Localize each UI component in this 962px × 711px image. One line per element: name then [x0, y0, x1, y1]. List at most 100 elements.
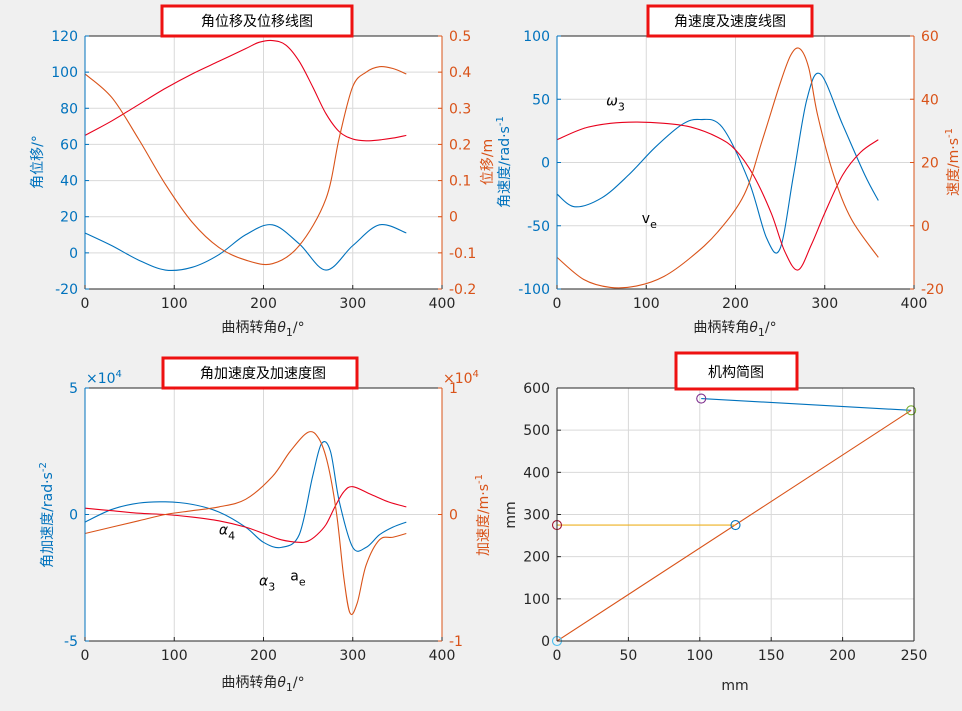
y-tick-label-right: 0: [921, 219, 930, 235]
series-line-orange: [84, 66, 407, 266]
y-tick-label-right: 20: [921, 156, 939, 172]
y-axis-label-right: 位移/m: [480, 139, 496, 185]
y-tick-label-left: 120: [51, 29, 78, 45]
data-lines: [84, 431, 407, 616]
x-tick-label: 100: [686, 648, 713, 664]
x-tick-label: 250: [901, 648, 928, 664]
grid-lines: [557, 388, 914, 641]
y-axis-label-right: 速度/m·s-1: [944, 128, 962, 196]
annotation-label: α4: [219, 523, 235, 543]
left-exponent-label: ×104: [86, 369, 122, 387]
y-tick-label-right: -0.1: [449, 246, 476, 262]
y-tick-label-left: 100: [523, 592, 550, 608]
y-tick-label-right: 0.2: [449, 137, 471, 153]
joint-marker-blue: [730, 519, 741, 531]
y-axis-label: mm: [503, 501, 519, 528]
x-tick-label: 150: [758, 648, 785, 664]
y-tick-label-left: 0: [541, 634, 550, 650]
series-line-blue: [556, 72, 879, 254]
joint-marker-purple: [696, 393, 707, 404]
y-tick-label-left: 50: [532, 92, 550, 108]
series-line-orange: [556, 47, 879, 289]
y-tick-label-right: 1: [449, 381, 458, 397]
data-lines: [551, 393, 917, 647]
tick-labels: 0 50 100 150 200 250 0 100 200 300 400 500 600: [523, 381, 927, 664]
joint-marker-green: [906, 405, 917, 416]
annotation-label: ω3: [606, 94, 625, 114]
x-tick-label: 0: [553, 296, 562, 312]
data-lines: [84, 39, 407, 272]
chart-title: 机构简图: [708, 364, 764, 381]
y-tick-label-left: -50: [527, 219, 550, 235]
y-tick-label-left: 100: [51, 65, 78, 81]
link-segment-orange: [556, 409, 912, 642]
annotation-label: ve: [642, 211, 657, 231]
y-tick-label-left: 40: [60, 174, 78, 190]
y-tick-label-left: 300: [523, 508, 550, 524]
grid-lines: [85, 388, 442, 641]
tick-labels: 0 100 200 300 400-20020406080100120-0.2-0.10…: [51, 29, 476, 312]
chart-title: 角速度及速度线图: [674, 14, 786, 30]
x-tick-label: 300: [339, 648, 366, 664]
series-line-blue: [84, 223, 407, 272]
series-line-red: [84, 39, 407, 142]
series-line-red: [556, 121, 879, 271]
y-tick-label-left: 5: [69, 381, 78, 397]
chart-title: 角加速度及加速度图: [200, 366, 326, 382]
y-axis-label-left: 角速度/rad·s-1: [495, 116, 513, 208]
y-tick-label-right: 0: [449, 508, 458, 524]
tick-labels: 0 100 200 300 400-505-101: [64, 381, 463, 664]
x-tick-label: 100: [161, 296, 188, 312]
x-tick-label: 200: [722, 296, 749, 312]
title-box: 机构简图: [674, 351, 799, 391]
y-tick-label-right: 0.1: [449, 174, 471, 190]
x-tick-label: 100: [633, 296, 660, 312]
y-tick-label-right: 40: [921, 92, 939, 108]
y-tick-label-left: 100: [523, 29, 550, 45]
x-axis-label: 曲柄转角θ1/°: [221, 320, 304, 339]
link-segment-blue: [701, 397, 912, 411]
chart-angular-velocity: 0 100 200 300 400 -100 -50 0 50 100 -20 0 20 40 60 ω3 v…: [495, 4, 962, 339]
title-box: 角加速度及加速度图: [161, 356, 359, 390]
grid-lines: [557, 36, 914, 289]
y-tick-label-left: 60: [60, 137, 78, 153]
annotation-label: ae: [290, 568, 306, 588]
data-lines: [556, 47, 879, 289]
axes: [556, 387, 915, 642]
y-tick-label-left: 500: [523, 423, 550, 439]
x-tick-label: 300: [339, 296, 366, 312]
y-tick-label-right: 0.5: [449, 29, 471, 45]
y-tick-label-left: 200: [523, 550, 550, 566]
x-axis-label: 曲柄转角θ1/°: [221, 675, 304, 694]
y-tick-label-right: -1: [449, 634, 463, 650]
y-axis-label-right: 加速度/m·s-1: [474, 474, 492, 556]
x-axis-label: mm: [721, 678, 748, 694]
y-tick-label-left: -5: [64, 634, 78, 650]
y-axis-label-left: 角位移/°: [30, 135, 46, 189]
x-tick-label: 400: [901, 296, 928, 312]
y-tick-label-right: 0: [449, 210, 458, 226]
y-axis-label-left: 角加速度/rad·s-2: [38, 462, 56, 568]
x-tick-label: 200: [250, 648, 277, 664]
y-tick-label-left: 20: [60, 210, 78, 226]
grid-lines: [85, 36, 442, 289]
x-tick-label: 300: [811, 296, 838, 312]
y-tick-label-left: 600: [523, 381, 550, 397]
right-exponent-label: ×104: [443, 369, 479, 387]
y-tick-label-left: 0: [69, 246, 78, 262]
chart-angular-displacement: 0 100 200 300 400-20020406080100120-0.2-0.10…: [30, 4, 496, 339]
tick-labels: 0 100 200 300 400 -100 -50 0 50 100 -20 0 20 40 60: [518, 29, 944, 312]
x-axis-label: 曲柄转角θ1/°: [693, 320, 776, 339]
x-tick-label: 100: [161, 648, 188, 664]
title-box: 角位移及位移线图: [160, 4, 354, 38]
series-line-orange: [84, 431, 407, 616]
x-tick-label: 400: [429, 296, 456, 312]
annotation-label: α3: [259, 573, 275, 593]
y-tick-label-left: 0: [541, 156, 550, 172]
y-tick-label-left: 400: [523, 465, 550, 481]
annotations: ω3 ve: [606, 94, 657, 232]
chart-title: 角位移及位移线图: [201, 14, 313, 30]
